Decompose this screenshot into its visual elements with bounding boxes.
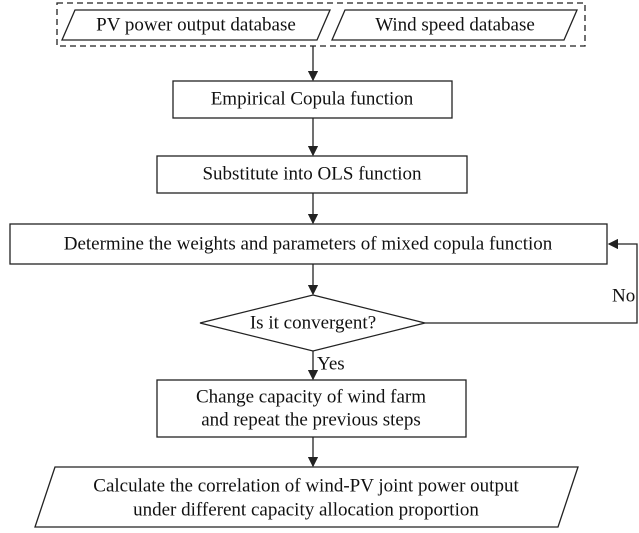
label: PV power output database [96,14,296,35]
output-box [34,466,579,528]
process-box [156,155,468,194]
label: and repeat the previous steps [201,409,420,430]
label: Empirical Copula function [211,88,414,109]
label: under different capacity allocation prop… [133,499,479,520]
edge-label: No [612,285,635,306]
process-box [9,223,608,265]
label: Substitute into OLS function [202,163,422,184]
label: Change capacity of wind farm [196,386,426,407]
arrow [425,238,638,324]
database-group [56,2,586,47]
data-box [61,9,331,41]
label: Is it convergent? [250,312,376,333]
label: Calculate the correlation of wind-PV joi… [93,475,519,496]
process-box [156,379,467,438]
data-box [331,9,578,41]
edge-label: Yes [317,353,345,374]
label: Determine the weights and parameters of … [64,233,553,254]
label: Wind speed database [375,14,535,35]
